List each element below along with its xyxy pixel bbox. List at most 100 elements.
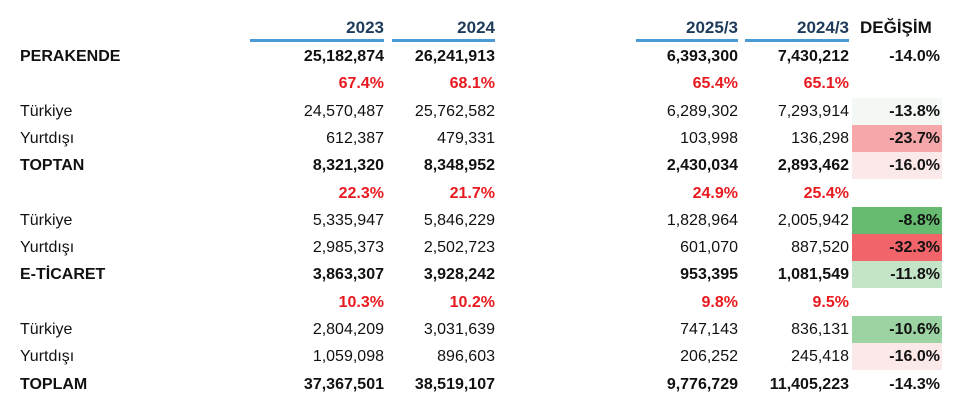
share-row: 22.3% 21.7% 24.9% 25.4% <box>0 179 960 207</box>
change-value <box>852 288 942 316</box>
value-2024: 10.2% <box>449 293 495 311</box>
change-value: -16.0% <box>852 152 942 180</box>
header-2023-label: 2023 <box>346 18 384 37</box>
change-value: -13.8% <box>852 97 942 125</box>
value-2023: 67.4% <box>338 75 384 93</box>
value-2024-3: 136,298 <box>791 129 849 147</box>
table-row: Yurtdışı 1,059,098 896,603 206,252 245,418 -1… <box>0 343 960 371</box>
value-2025-3: 103,998 <box>680 129 738 147</box>
table-row: Türkiye 5,335,947 5,846,229 1,828,964 2,005,… <box>0 206 960 234</box>
table-row: TOPLAM 37,367,501 38,519,107 9,776,729 11,40… <box>0 370 960 398</box>
value-2024: 2,502,723 <box>423 239 495 257</box>
table-row: PERAKENDE 25,182,874 26,241,913 6,393,300 7,… <box>0 43 960 70</box>
value-2024: 5,846,229 <box>423 211 495 229</box>
value-2024-3: 25.4% <box>803 184 849 202</box>
header-change: DEĞİŞİM <box>860 18 932 37</box>
row-label: Türkiye <box>20 211 73 229</box>
header-2023: 2023 <box>250 14 384 42</box>
change-value: -23.7% <box>852 124 942 152</box>
value-2024-3: 11,405,223 <box>769 375 849 393</box>
table-row: E-TİCARET 3,863,307 3,928,242 953,395 1,081,… <box>0 261 960 289</box>
change-value <box>852 70 942 98</box>
header-2025-3-label: 2025/3 <box>686 18 738 37</box>
value-2024: 3,928,242 <box>423 266 495 284</box>
value-2023: 3,863,307 <box>312 266 384 284</box>
value-2024-3: 9.5% <box>812 293 849 311</box>
value-2025-3: 24.9% <box>692 184 738 202</box>
change-value: -16.0% <box>852 343 942 371</box>
value-2023: 37,367,501 <box>303 375 384 393</box>
table-row: TOPTAN 8,321,320 8,348,952 2,430,034 2,893,4… <box>0 152 960 180</box>
header-2024-label: 2024 <box>457 18 495 37</box>
row-label: TOPLAM <box>20 375 88 393</box>
row-label: Türkiye <box>20 321 73 338</box>
header-2024: 2024 <box>392 14 495 42</box>
value-2025-3: 2,430,034 <box>666 157 738 175</box>
value-2024: 8,348,952 <box>423 157 495 175</box>
header-2024-3: 2024/3 <box>745 14 849 42</box>
row-label: Yurtdışı <box>20 239 75 257</box>
value-2025-3: 953,395 <box>680 266 738 284</box>
value-2025-3: 1,828,964 <box>666 211 738 229</box>
row-label: PERAKENDE <box>20 48 121 65</box>
table-row: Yurtdışı 2,985,373 2,502,723 601,070 887,520… <box>0 234 960 262</box>
table-row: Yurtdışı 612,387 479,331 103,998 136,298 -23.… <box>0 124 960 152</box>
value-2024-3: 7,293,914 <box>777 102 849 120</box>
value-2023: 5,335,947 <box>312 211 384 229</box>
value-2024: 896,603 <box>437 348 495 366</box>
header-2025-3: 2025/3 <box>636 14 738 42</box>
change-value: -32.3% <box>852 234 942 262</box>
value-2025-3: 65.4% <box>692 75 738 93</box>
row-label: E-TİCARET <box>20 266 106 284</box>
change-value: -11.8% <box>852 261 942 289</box>
row-label: Yurtdışı <box>20 129 75 147</box>
value-2024: 479,331 <box>437 129 495 147</box>
change-value: -14.0% <box>852 43 942 70</box>
value-2023: 8,321,320 <box>312 157 384 175</box>
value-2025-3: 601,070 <box>680 239 738 257</box>
value-2024-3: 836,131 <box>791 321 849 338</box>
value-2025-3: 6,289,302 <box>666 102 738 120</box>
header-underline <box>745 39 849 42</box>
header-underline <box>636 39 738 42</box>
table-row: Türkiye 2,804,209 3,031,639 747,143 836,131-… <box>0 316 960 343</box>
row-label: TOPTAN <box>20 157 85 175</box>
header-underline <box>392 39 495 42</box>
value-2025-3: 206,252 <box>680 348 738 366</box>
value-2024: 26,241,913 <box>414 48 495 65</box>
value-2023: 612,387 <box>326 129 384 147</box>
value-2025-3: 9.8% <box>701 293 738 311</box>
change-value <box>852 179 942 207</box>
value-2024-3: 2,893,462 <box>777 157 849 175</box>
change-value: -8.8% <box>852 206 942 234</box>
value-2023: 1,059,098 <box>312 348 384 366</box>
change-value: -10.6% <box>852 316 942 343</box>
value-2023: 25,182,874 <box>303 48 384 65</box>
table-row: Türkiye 24,570,487 25,762,582 6,289,302 7,29… <box>0 97 960 125</box>
change-value: -14.3% <box>852 370 942 398</box>
share-row: 10.3% 10.2% 9.8% 9.5% <box>0 288 960 316</box>
value-2024-3: 887,520 <box>791 239 849 257</box>
value-2024: 68.1% <box>449 75 495 93</box>
value-2024: 3,031,639 <box>423 321 495 338</box>
value-2024-3: 245,418 <box>791 348 849 366</box>
value-2024: 25,762,582 <box>414 102 495 120</box>
value-2023: 22.3% <box>338 184 384 202</box>
value-2023: 2,804,209 <box>312 321 384 338</box>
value-2023: 2,985,373 <box>312 239 384 257</box>
value-2025-3: 9,776,729 <box>666 375 738 393</box>
header-underline <box>250 39 384 42</box>
value-2024-3: 7,430,212 <box>777 48 849 65</box>
value-2023: 24,570,487 <box>303 102 384 120</box>
value-2025-3: 747,143 <box>680 321 738 338</box>
value-2024: 38,519,107 <box>414 375 495 393</box>
row-label: Türkiye <box>20 102 73 120</box>
value-2023: 10.3% <box>338 293 384 311</box>
value-2025-3: 6,393,300 <box>666 48 738 65</box>
value-2024-3: 65.1% <box>803 75 849 93</box>
header-2024-3-label: 2024/3 <box>797 18 849 37</box>
row-label: Yurtdışı <box>20 348 75 366</box>
value-2024-3: 1,081,549 <box>777 266 849 284</box>
value-2024-3: 2,005,942 <box>777 211 849 229</box>
share-row: 67.4% 68.1% 65.4% 65.1% <box>0 70 960 98</box>
